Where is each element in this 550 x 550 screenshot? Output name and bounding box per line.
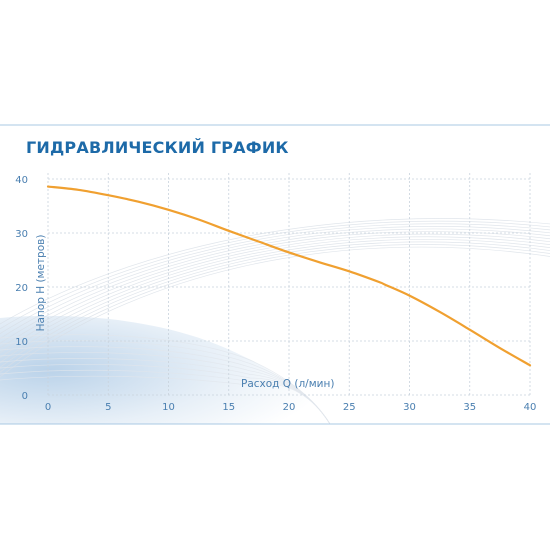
y-tick-label: 30: [15, 229, 28, 240]
y-tick-label: 40: [15, 175, 28, 186]
y-axis-label: Напор H (метров): [35, 235, 47, 332]
x-tick-label: 25: [343, 402, 356, 413]
y-tick-label: 10: [15, 337, 28, 348]
chart-title: ГИДРАВЛИЧЕСКИЙ ГРАФИК: [26, 138, 289, 157]
x-tick-label: 10: [162, 402, 175, 413]
y-tick-label: 20: [15, 283, 28, 294]
x-tick-label: 20: [283, 402, 296, 413]
x-tick-label: 15: [222, 402, 235, 413]
x-tick-label: 5: [105, 402, 111, 413]
decorative-waves: [0, 219, 550, 424]
x-tick-label: 0: [45, 402, 51, 413]
x-tick-label: 40: [524, 402, 537, 413]
x-axis-label: Расход Q (л/мин): [241, 378, 334, 390]
x-tick-label: 30: [403, 402, 416, 413]
x-tick-label: 35: [463, 402, 476, 413]
y-tick-label: 0: [22, 391, 28, 402]
